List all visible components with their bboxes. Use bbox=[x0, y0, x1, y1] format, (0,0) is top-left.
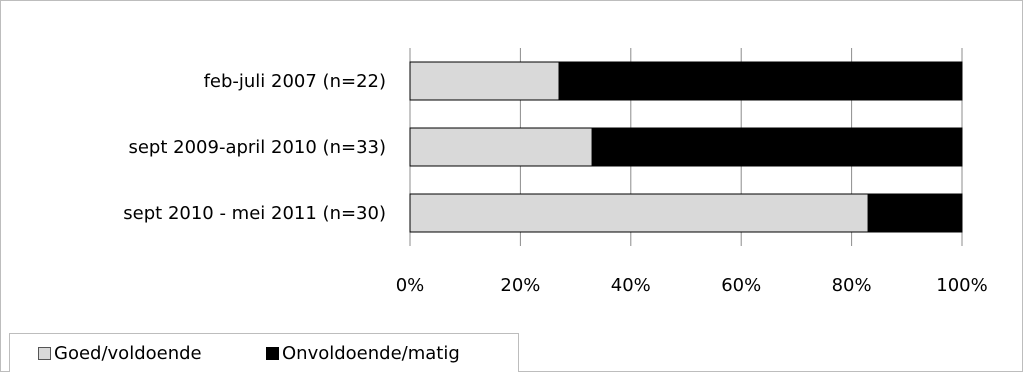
bar-0-1 bbox=[409, 127, 593, 167]
legend-label-1: Onvoldoende/matig bbox=[282, 343, 460, 364]
legend-swatch-1 bbox=[266, 347, 279, 360]
bar-0-2 bbox=[409, 193, 869, 233]
x-tick-label-0: 0% bbox=[396, 275, 425, 296]
legend-swatch-0 bbox=[38, 347, 51, 360]
x-tick-label-3: 60% bbox=[721, 275, 761, 296]
bar-0-0 bbox=[409, 61, 560, 101]
x-tick-label-5: 100% bbox=[936, 275, 987, 296]
x-tick-label-4: 80% bbox=[832, 275, 872, 296]
legend-label-0: Goed/voldoende bbox=[54, 343, 202, 364]
legend-item-0: Goed/voldoende bbox=[38, 343, 202, 364]
x-tick-label-2: 40% bbox=[611, 275, 651, 296]
category-label-0: feb-juli 2007 (n=22) bbox=[204, 71, 386, 92]
bar-1-2 bbox=[867, 193, 963, 233]
category-label-2: sept 2010 - mei 2011 (n=30) bbox=[123, 203, 386, 224]
x-axis-ticks: 0% 20% 40% 60% 80% 100% bbox=[396, 275, 988, 296]
x-tick-label-1: 20% bbox=[500, 275, 540, 296]
bar-group bbox=[409, 61, 963, 233]
bar-1-0 bbox=[558, 61, 963, 101]
category-label-1: sept 2009-april 2010 (n=33) bbox=[128, 137, 386, 158]
bar-1-1 bbox=[591, 127, 963, 167]
legend: Goed/voldoende Onvoldoende/matig bbox=[9, 333, 519, 372]
category-labels: feb-juli 2007 (n=22) sept 2009-april 2010… bbox=[123, 71, 386, 224]
legend-item-1: Onvoldoende/matig bbox=[266, 343, 460, 364]
